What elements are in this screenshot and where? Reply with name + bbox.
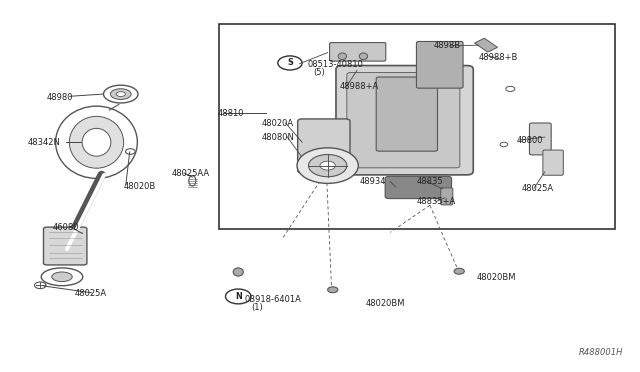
- Ellipse shape: [506, 86, 515, 92]
- Ellipse shape: [297, 148, 358, 183]
- Polygon shape: [475, 38, 497, 52]
- Text: 48980: 48980: [47, 93, 73, 102]
- Text: 48025A: 48025A: [521, 185, 554, 193]
- FancyBboxPatch shape: [543, 150, 563, 175]
- Ellipse shape: [52, 272, 72, 282]
- Ellipse shape: [359, 53, 367, 60]
- Text: 48810: 48810: [218, 109, 244, 118]
- Text: (1): (1): [251, 303, 263, 312]
- FancyBboxPatch shape: [441, 188, 453, 205]
- Ellipse shape: [41, 268, 83, 286]
- Circle shape: [225, 289, 251, 304]
- Text: 08513-40810: 08513-40810: [307, 60, 363, 69]
- Text: 48020A: 48020A: [261, 119, 293, 128]
- Text: (5): (5): [314, 68, 325, 77]
- Ellipse shape: [338, 53, 346, 60]
- Ellipse shape: [82, 128, 111, 156]
- Ellipse shape: [104, 85, 138, 103]
- Ellipse shape: [116, 92, 125, 96]
- Ellipse shape: [454, 268, 465, 274]
- FancyBboxPatch shape: [298, 119, 350, 173]
- Text: 48020BM: 48020BM: [476, 273, 516, 282]
- Text: 4898B: 4898B: [434, 41, 461, 51]
- Text: N: N: [235, 292, 242, 301]
- Text: 48988+B: 48988+B: [478, 52, 518, 61]
- Ellipse shape: [189, 176, 196, 186]
- Ellipse shape: [56, 106, 138, 179]
- Text: 46080: 46080: [53, 223, 79, 232]
- Ellipse shape: [125, 149, 135, 154]
- Text: S: S: [287, 58, 293, 67]
- FancyBboxPatch shape: [529, 123, 551, 155]
- Text: 48934: 48934: [360, 177, 386, 186]
- Text: 48342N: 48342N: [28, 138, 60, 147]
- Ellipse shape: [233, 268, 243, 276]
- Ellipse shape: [35, 282, 46, 289]
- Circle shape: [278, 56, 302, 70]
- Text: 48988+A: 48988+A: [339, 82, 378, 91]
- Ellipse shape: [328, 287, 338, 293]
- FancyBboxPatch shape: [347, 73, 460, 168]
- Text: 48025AA: 48025AA: [172, 169, 210, 177]
- FancyBboxPatch shape: [385, 176, 452, 199]
- Ellipse shape: [69, 116, 124, 168]
- Text: 48025A: 48025A: [74, 289, 106, 298]
- FancyBboxPatch shape: [330, 42, 386, 61]
- Bar: [219, 24, 615, 229]
- Text: 48020B: 48020B: [124, 182, 156, 190]
- Text: 0B918-6401A: 0B918-6401A: [244, 295, 301, 304]
- FancyBboxPatch shape: [336, 65, 473, 175]
- Ellipse shape: [500, 142, 508, 147]
- FancyBboxPatch shape: [44, 227, 87, 265]
- Text: 48835: 48835: [417, 177, 444, 186]
- FancyBboxPatch shape: [376, 77, 438, 151]
- Ellipse shape: [111, 89, 131, 99]
- Text: 48835+A: 48835+A: [417, 197, 456, 206]
- Ellipse shape: [308, 154, 347, 177]
- FancyBboxPatch shape: [417, 41, 463, 88]
- Text: 48080N: 48080N: [261, 132, 294, 142]
- Text: 48020BM: 48020BM: [366, 299, 406, 308]
- Text: 48800: 48800: [516, 136, 543, 145]
- Ellipse shape: [320, 161, 335, 170]
- Text: R488001H: R488001H: [579, 348, 623, 357]
